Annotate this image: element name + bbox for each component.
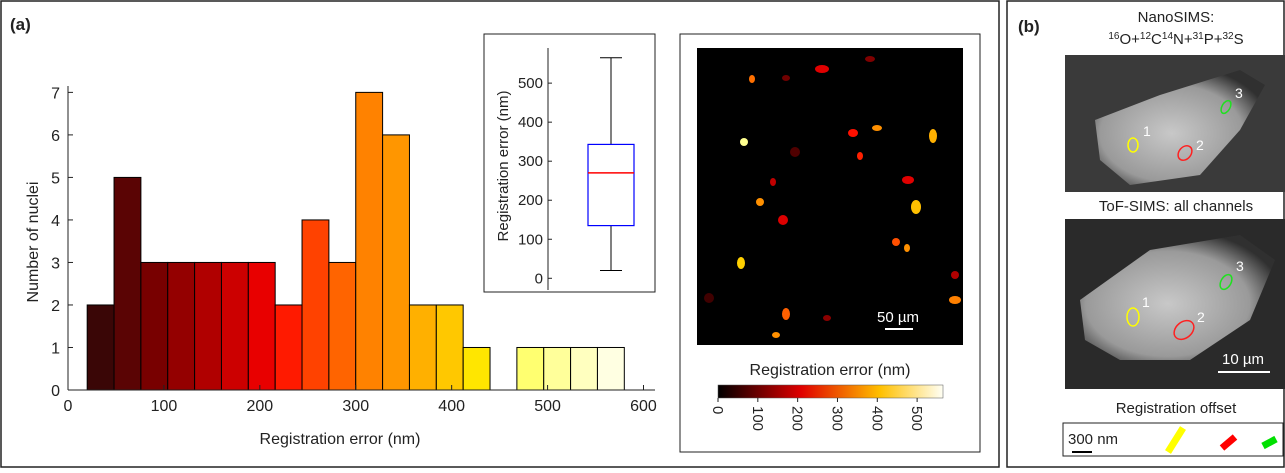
colorbar-label: Registration error (nm) <box>750 362 911 379</box>
superscript: 31 <box>1193 31 1205 42</box>
y-tick-label: 7 <box>51 85 60 102</box>
roi-label: 2 <box>1196 137 1204 153</box>
superscript: 16 <box>1108 31 1120 42</box>
formula-part: P+ <box>1204 31 1223 48</box>
x-tick-label: 600 <box>630 398 657 415</box>
formula-part: C <box>1151 31 1162 48</box>
colorbar-tick-label: 400 <box>868 406 885 431</box>
y-tick-label: 500 <box>518 75 543 92</box>
bar <box>543 346 572 391</box>
y-tick-label: 200 <box>518 192 543 209</box>
cell-shape <box>1095 70 1265 185</box>
y-tick-label: 2 <box>51 298 60 315</box>
bar <box>382 134 410 391</box>
y-tick-label: 3 <box>51 255 60 272</box>
y-tick-label: 5 <box>51 170 60 187</box>
offset-title: Registration offset <box>1116 400 1237 417</box>
x-tick-label: 100 <box>151 398 178 415</box>
roi-3 <box>1219 273 1233 291</box>
bar <box>408 304 437 391</box>
roi-2 <box>1177 145 1193 161</box>
x-tick-label: 500 <box>534 398 561 415</box>
bar <box>516 346 545 391</box>
y-tick-label: 1 <box>51 340 60 357</box>
roi-1 <box>1126 307 1140 327</box>
offset-2 <box>1219 434 1238 451</box>
colorbar-tick-label: 300 <box>828 406 845 431</box>
y-tick-label: 300 <box>518 153 543 170</box>
panel-a-frame <box>0 0 1000 468</box>
x-axis-label: Registration error (nm) <box>260 431 421 448</box>
y-tick-label: 4 <box>51 213 60 230</box>
inset-y-label: Registration error (nm) <box>495 91 512 242</box>
bar <box>274 304 303 391</box>
inset-frame <box>483 33 656 293</box>
x-tick-label: 300 <box>342 398 369 415</box>
offset-scale: 300 nm <box>1068 431 1118 448</box>
bar <box>462 346 491 391</box>
bar <box>220 261 249 391</box>
bar <box>328 261 357 391</box>
cell-shape <box>1080 235 1275 360</box>
formula-part: S <box>1234 31 1244 48</box>
superscript: 12 <box>1140 31 1152 42</box>
bar <box>596 346 625 391</box>
y-tick-label: 6 <box>51 128 60 145</box>
bar <box>570 346 598 391</box>
y-tick-label: 400 <box>518 114 543 131</box>
superscript: 14 <box>1162 31 1174 42</box>
panel-label: (b) <box>1018 17 1040 36</box>
panel-label: (a) <box>10 15 31 34</box>
scale-bar-label: 50 µm <box>877 309 919 326</box>
roi-label: 3 <box>1236 258 1244 274</box>
superscript: 32 <box>1223 31 1235 42</box>
formula: 16O+12C14N+31P+32S <box>1108 31 1243 49</box>
image-title: ToF-SIMS: all channels <box>1099 198 1253 215</box>
y-tick-label: 0 <box>535 270 543 287</box>
bar <box>194 261 222 391</box>
colorbar-tick-label: 200 <box>789 406 806 431</box>
x-tick-label: 0 <box>64 398 73 415</box>
offset-1 <box>1165 426 1186 454</box>
roi-label: 2 <box>1197 309 1205 325</box>
roi-label: 1 <box>1142 294 1150 310</box>
roi-2 <box>1173 319 1195 341</box>
colorbar-tick-label: 0 <box>709 406 726 414</box>
image-title: NanoSIMS: <box>1138 9 1215 26</box>
roi-label: 1 <box>1143 123 1151 139</box>
y-axis-label: Number of nuclei <box>25 182 42 303</box>
bar <box>301 219 330 391</box>
colorbar <box>717 384 944 399</box>
scale-bar-label: 10 µm <box>1222 351 1264 368</box>
nuclei <box>704 56 961 338</box>
x-tick-label: 400 <box>438 398 465 415</box>
y-tick-label: 100 <box>518 231 543 248</box>
bar <box>435 304 464 391</box>
roi-1 <box>1127 137 1139 153</box>
bar <box>113 176 142 391</box>
colorbar-tick-label: 100 <box>749 406 766 431</box>
bar <box>86 304 115 391</box>
nuclei-map <box>697 48 963 345</box>
roi-label: 3 <box>1235 85 1243 101</box>
colorbar-tick-label: 500 <box>908 406 925 431</box>
y-tick-label: 0 <box>51 383 60 400</box>
roi-3 <box>1220 99 1232 115</box>
box <box>587 143 635 227</box>
offset-3 <box>1261 435 1278 450</box>
bar <box>140 261 169 391</box>
formula-part: N+ <box>1173 31 1193 48</box>
bar <box>247 261 276 391</box>
bar <box>167 261 196 391</box>
formula-part: O+ <box>1119 31 1140 48</box>
x-tick-label: 200 <box>246 398 273 415</box>
bar <box>355 91 384 391</box>
